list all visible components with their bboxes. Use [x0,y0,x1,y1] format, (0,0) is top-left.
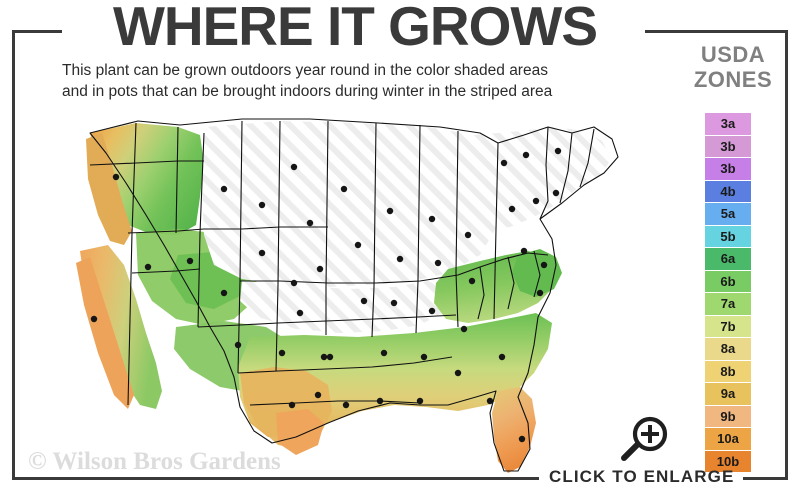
legend-zone-5a: 5a [705,203,751,225]
map-city-markers [90,147,562,443]
legend-zone-10b: 10b [705,450,751,472]
frame-border-top-left [12,30,62,33]
legend-zone-6a: 6a [705,248,751,270]
legend-zone-8b: 8b [705,360,751,382]
legend-zone-3b: 3b [705,158,751,180]
usda-zone-legend: 3a 3b 3b 4b 5a 5b 6a 6b 7a 7b 8a 8b 9a 9b 10a 10b [705,113,751,473]
magnifier-plus-icon[interactable] [618,414,678,464]
copyright-watermark: © Wilson Bros Gardens [28,448,281,475]
usda-zone-map[interactable] [28,105,678,475]
map-region-south [238,313,552,473]
legend-zone-9b: 9b [705,405,751,427]
map-striped-northern-states [202,121,612,333]
legend-zone-6b: 6b [705,270,751,292]
frame-border-right [785,30,788,480]
legend-title: USDA ZONES [678,42,788,92]
legend-zone-3a: 3a [705,113,751,135]
legend-zone-8a: 8a [705,338,751,360]
legend-zone-7a: 7a [705,293,751,315]
legend-zone-10a: 10a [705,428,751,450]
click-to-enlarge-label[interactable]: CLICK TO ENLARGE [549,467,735,486]
frame-border-left [12,30,15,480]
legend-zone-5b: 5b [705,225,751,247]
subtitle-line-2: and in pots that can be brought indoors … [62,83,553,100]
frame-border-top-right [645,30,788,33]
legend-title-line-1: USDA [700,42,766,67]
legend-title-line-2: ZONES [693,67,773,92]
frame-border-bottom-right [743,477,788,480]
frame-border-bottom-left [12,477,539,480]
legend-zone-9a: 9a [705,383,751,405]
subtitle-line-1: This plant can be grown outdoors year ro… [62,62,548,79]
legend-zone-4b: 4b [705,180,751,202]
usda-zone-map-svg [76,118,619,473]
legend-zone-3b: 3b [705,135,751,157]
legend-zone-7b: 7b [705,315,751,337]
page-subtitle: This plant can be grown outdoors year ro… [62,60,642,102]
page-title: WHERE IT GROWS [112,0,598,57]
